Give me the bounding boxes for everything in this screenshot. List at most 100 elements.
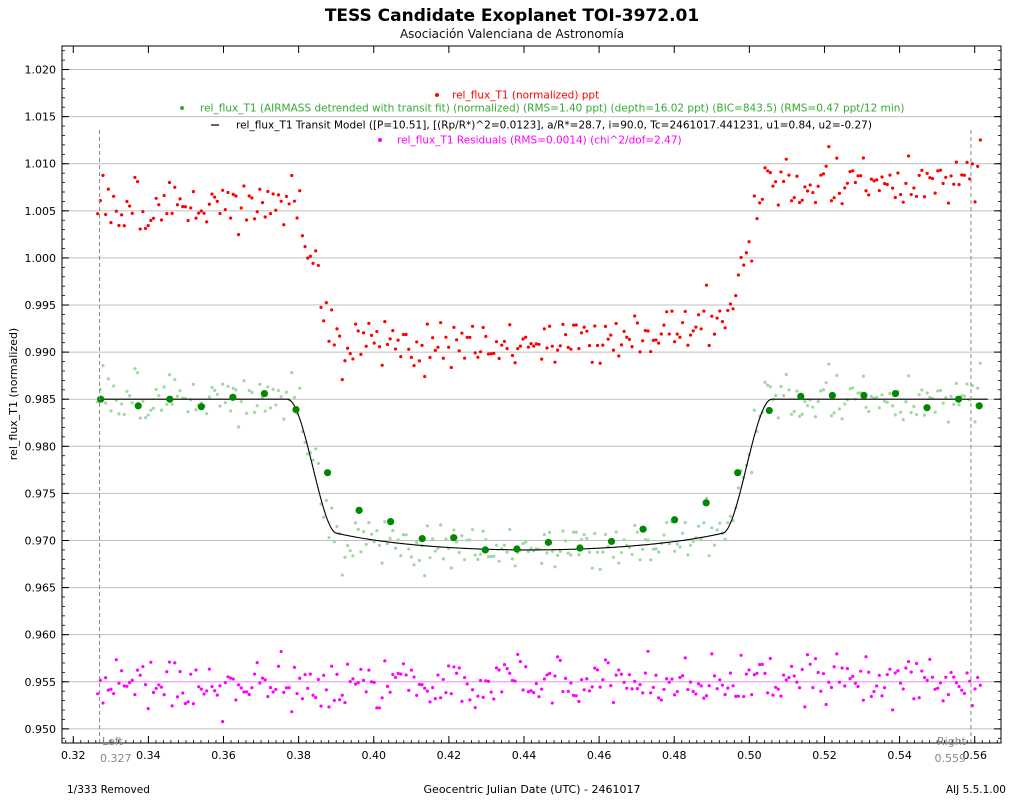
raw-point [239, 206, 243, 210]
raw-point [231, 192, 235, 196]
residual-point [218, 684, 222, 688]
residual-point [372, 680, 376, 684]
detrended-point [949, 394, 953, 398]
raw-point [276, 193, 281, 197]
detrended-point [130, 401, 134, 405]
raw-point [308, 254, 312, 258]
raw-point [912, 186, 916, 190]
residual-point [970, 703, 974, 708]
raw-point [330, 308, 334, 312]
detrended-point [324, 498, 328, 502]
raw-point [447, 345, 451, 349]
raw-point [367, 321, 371, 325]
detrended-point [478, 552, 483, 556]
raw-point [332, 343, 336, 347]
residual-point [758, 663, 762, 667]
legend-swatch-residuals [378, 138, 382, 142]
raw-point [726, 308, 730, 313]
detrended-point [393, 546, 398, 550]
detrended-point [614, 530, 618, 534]
binned-point [734, 469, 742, 477]
raw-point [338, 334, 342, 338]
detrended-point [877, 406, 881, 410]
detrended-point [157, 394, 161, 398]
detrended-point [314, 447, 318, 451]
residual-point [151, 690, 156, 695]
raw-point [585, 329, 589, 333]
raw-point [518, 344, 523, 348]
detrended-point [492, 554, 496, 558]
raw-point [835, 156, 839, 160]
raw-point [673, 340, 677, 344]
raw-point [792, 196, 796, 200]
residual-point [513, 679, 517, 683]
raw-point [173, 185, 177, 189]
residual-point [888, 667, 892, 671]
raw-point [465, 335, 469, 339]
y-axis-label: rel_flux_T1 (normalized) [7, 328, 20, 460]
detrended-point [252, 410, 257, 414]
residual-point [747, 668, 751, 672]
residual-point [707, 684, 711, 688]
residual-point [587, 689, 592, 693]
detrended-point [399, 554, 403, 558]
residual-point [335, 672, 339, 676]
detrended-point [824, 381, 828, 385]
residual-point [518, 660, 523, 664]
raw-point [529, 342, 533, 346]
detrended-point [468, 538, 472, 542]
raw-point [486, 352, 491, 356]
binned-point [197, 403, 205, 411]
raw-point [101, 173, 105, 177]
residual-point [949, 670, 953, 675]
residual-point [548, 671, 552, 676]
y-axis: 1.020 1.015 1.010 1.005 1.000 0.995 0.990 0.985… [25, 50, 1001, 739]
raw-point [550, 344, 554, 348]
raw-point [221, 188, 225, 192]
detrended-point [779, 384, 783, 389]
detrended-point [276, 388, 281, 393]
detrended-point [933, 410, 937, 414]
raw-point [412, 364, 416, 368]
raw-point [298, 189, 302, 193]
residual-point [550, 701, 554, 705]
raw-point [949, 174, 953, 178]
raw-point [914, 194, 919, 199]
raw-point [691, 329, 695, 333]
residual-point [901, 687, 905, 691]
residual-point [431, 685, 435, 690]
residual-point [755, 671, 759, 675]
raw-point [279, 199, 283, 203]
raw-point [117, 223, 121, 228]
raw-point [391, 328, 395, 333]
residual-point [715, 687, 719, 691]
detrended-point [159, 408, 164, 412]
residual-point [481, 695, 485, 699]
detrended-point [646, 538, 650, 542]
detrended-point [335, 524, 339, 529]
detrended-point [832, 411, 836, 415]
residual-point [848, 676, 852, 681]
raw-point [558, 344, 562, 348]
detrended-point [380, 561, 384, 565]
raw-point [356, 329, 360, 333]
residual-point [837, 680, 842, 684]
raw-point [383, 320, 387, 324]
raw-point [420, 343, 424, 347]
raw-point [906, 154, 911, 158]
residual-point [510, 678, 515, 683]
detrended-point [803, 399, 807, 404]
residual-point [595, 668, 600, 672]
raw-point [851, 169, 855, 173]
detrended-point [444, 537, 448, 541]
raw-point [774, 180, 778, 184]
residual-point [789, 664, 794, 668]
residual-point [420, 682, 424, 687]
detrended-point [750, 470, 754, 475]
residual-point [221, 719, 225, 724]
residual-point [579, 678, 584, 682]
raw-point [210, 192, 214, 196]
raw-point [782, 179, 786, 184]
residual-point [768, 656, 772, 661]
residual-point [534, 681, 538, 686]
